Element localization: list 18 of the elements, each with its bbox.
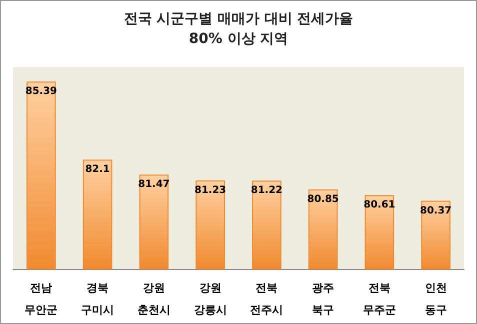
data-label: 80.85 [307, 194, 339, 205]
data-label: 85.39 [25, 86, 58, 97]
data-label: 80.37 [420, 205, 452, 216]
chart-subtitle: 80% 이상 지역 [188, 31, 288, 47]
x-tick-label: 인천 동구 [424, 282, 447, 316]
x-tick-label: 강원 춘천시 [137, 282, 170, 316]
x-tick-label: 경북 구미시 [81, 282, 114, 316]
x-tick-label: 전북 무주군 [362, 282, 396, 316]
x-tick-label: 강원 강릉시 [194, 282, 227, 316]
data-label: 81.23 [194, 184, 226, 196]
x-tick-label: 광주 북구 [312, 282, 334, 316]
data-label: 81.47 [138, 179, 170, 190]
x-tick-label: 전북 전주시 [250, 282, 284, 316]
data-label: 81.22 [250, 185, 283, 196]
chart-title: 전국 시군구별 매매가 대비 전세가율 [124, 11, 354, 27]
data-label: 82.1 [85, 164, 110, 176]
x-tick-label: 전남 무안군 [24, 282, 58, 316]
data-label: 80.61 [364, 200, 396, 211]
